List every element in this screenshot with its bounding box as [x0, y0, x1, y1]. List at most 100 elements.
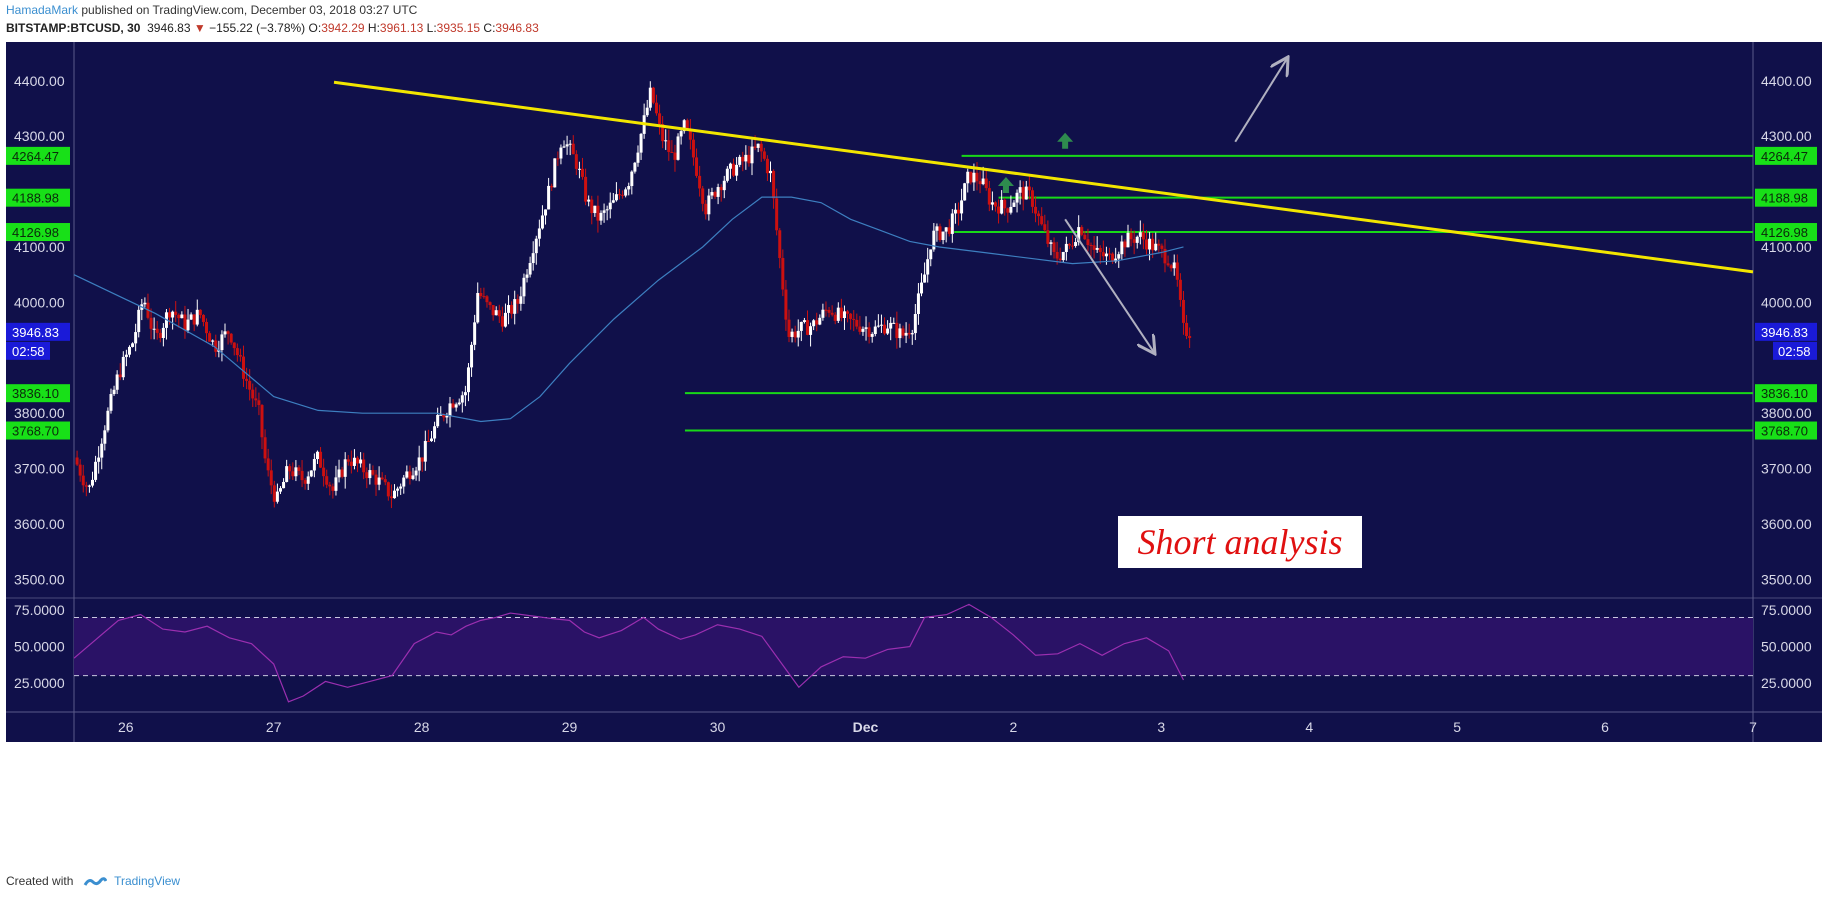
candle-body — [1117, 254, 1121, 259]
level-tag-left — [6, 384, 70, 403]
candle-body — [975, 172, 979, 182]
published-text: published on TradingView.com, December 0… — [81, 3, 418, 17]
candle-body — [805, 320, 809, 335]
candle-body — [793, 331, 797, 338]
candle-body — [1021, 187, 1025, 200]
candle-body — [531, 253, 535, 264]
y-tick-left: 3500.00 — [14, 571, 65, 587]
x-tick-label: 29 — [562, 719, 578, 735]
x-tick-label: 3 — [1157, 719, 1165, 735]
low-label: L: — [426, 21, 437, 35]
x-tick-label: 28 — [414, 719, 430, 735]
candle-body — [303, 480, 307, 484]
level-tag-right — [1755, 223, 1817, 242]
tradingview-link[interactable]: TradingView — [114, 874, 181, 888]
candle-body — [386, 482, 390, 497]
candle-body — [892, 322, 896, 324]
y-tick-left: 3600.00 — [14, 516, 65, 532]
candle-body — [691, 139, 695, 158]
candle-body — [78, 464, 82, 476]
candle-body — [1095, 247, 1099, 250]
candle-body — [839, 307, 843, 319]
candle-body — [1163, 248, 1167, 264]
candle-body — [1003, 199, 1007, 209]
candle-body — [1015, 192, 1019, 203]
candle-body — [319, 451, 323, 468]
candle-body — [913, 314, 917, 334]
candle-body — [790, 331, 794, 337]
candle-body — [445, 415, 449, 418]
level-label-right: 4188.98 — [1761, 191, 1808, 206]
author-link[interactable]: HamadaMark — [6, 3, 79, 17]
candle-body — [1104, 253, 1108, 257]
price-chart[interactable]: 4400.00 4400.00 4300.00 4300.00 4100.00 4100.… — [6, 42, 1822, 864]
candle-body — [614, 194, 618, 201]
candle-body — [97, 457, 101, 462]
candle-body — [935, 226, 939, 231]
candle-body — [1083, 234, 1087, 240]
candle-body — [883, 324, 887, 334]
candle-body — [593, 205, 597, 214]
candle-body — [1151, 238, 1155, 251]
candle-body — [260, 405, 264, 438]
candle-body — [624, 189, 628, 196]
candle-body — [374, 474, 378, 485]
candle-body — [864, 327, 868, 329]
candle-body — [195, 309, 199, 325]
candle-body — [1086, 239, 1090, 246]
candle-body — [1018, 187, 1022, 193]
candle-body — [488, 302, 492, 306]
candle-body — [399, 486, 403, 489]
x-tick-label: 5 — [1453, 719, 1461, 735]
candle-body — [664, 140, 668, 142]
candle-body — [186, 319, 190, 331]
candle-body — [300, 470, 304, 481]
candle-body — [772, 170, 776, 199]
candle-body — [349, 461, 353, 466]
candle-body — [500, 316, 504, 327]
candle-body — [121, 356, 125, 378]
candle-body — [356, 457, 360, 464]
x-tick-label: 7 — [1749, 719, 1757, 735]
candle-body — [602, 210, 606, 213]
candle-body — [242, 356, 246, 379]
candle-body — [836, 307, 840, 321]
candle-body — [685, 120, 689, 129]
candles — [75, 81, 1192, 509]
candle-body — [309, 470, 313, 477]
last-price: 3946.83 — [147, 21, 191, 35]
candle-body — [556, 158, 560, 160]
candle-body — [177, 314, 181, 319]
candle-body — [722, 180, 726, 191]
candle-body — [1009, 206, 1013, 213]
level-tag-right — [1755, 421, 1817, 440]
candle-body — [325, 476, 329, 485]
symbol-info-bar: BITSTAMP:BTCUSD, 30 3946.83 ▼ −155.22 (−… — [6, 21, 539, 35]
candle-body — [161, 327, 165, 338]
candle-body — [380, 477, 384, 480]
candle-body — [433, 426, 437, 439]
candle-body — [466, 367, 470, 393]
level-tag-left — [6, 223, 70, 242]
candle-body — [479, 292, 483, 297]
candle-body — [368, 470, 372, 479]
candle-body — [713, 192, 717, 197]
candle-body — [476, 292, 480, 323]
candle-body — [707, 195, 711, 215]
candle-body — [1157, 243, 1161, 246]
candle-body — [417, 457, 421, 471]
candle-body — [895, 322, 899, 339]
candle-body — [1132, 239, 1136, 243]
candle-body — [211, 340, 215, 342]
candle-body — [821, 309, 825, 318]
up-arrow-icon — [997, 177, 1014, 194]
candle-body — [1012, 202, 1016, 207]
candle-body — [938, 226, 942, 241]
candle-body — [879, 324, 883, 326]
rsi-tick-left: 50.0000 — [14, 639, 65, 655]
moving-average-line — [73, 196, 1184, 423]
price-change: −155.22 (−3.78%) — [209, 21, 306, 35]
candle-body — [174, 311, 178, 315]
candle-body — [1144, 239, 1148, 250]
level-tag-left — [6, 188, 70, 207]
